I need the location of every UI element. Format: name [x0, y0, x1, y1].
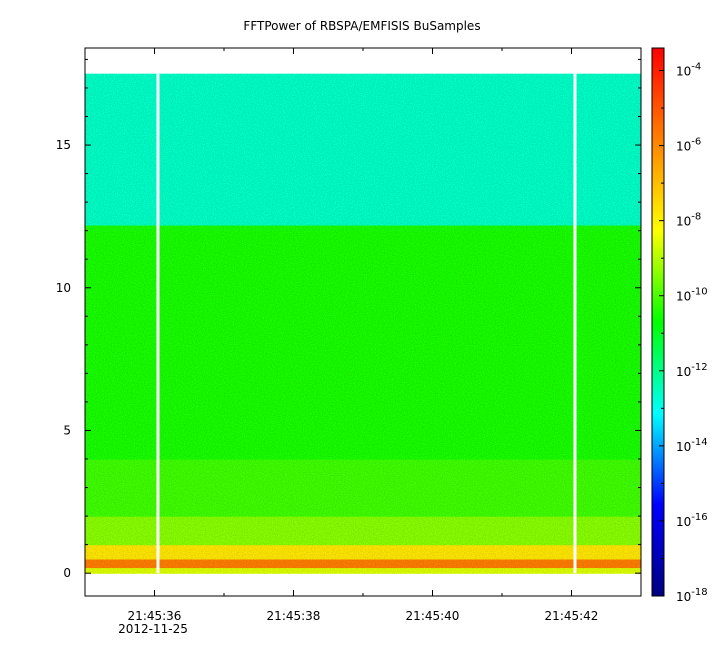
spectrogram-band-6: [85, 73, 641, 226]
data-gap-0: [156, 73, 160, 574]
x-date-label: 2012-11-25: [118, 622, 188, 636]
y-tick-label: 15: [56, 138, 71, 152]
spectrogram-band-1: [85, 558, 641, 569]
colorbar-tick-label: 10-8: [676, 212, 701, 229]
spectrogram-plot-area: [85, 73, 641, 574]
spectrogram-band-2: [85, 544, 641, 560]
colorbar-tick-label: 10-4: [676, 62, 701, 79]
x-tick-label: 21:45:42: [545, 609, 599, 623]
colorbar-tick-label: 10-10: [676, 287, 708, 304]
x-tick-label: 21:45:38: [267, 609, 321, 623]
colorbar-tick-label: 10-16: [676, 512, 708, 529]
colorbar: 10-4 10-6 10-8 10-10 10-12 10-14 10-16 10-18: [651, 47, 708, 604]
x-tick-label: 21:45:40: [406, 609, 460, 623]
spectrogram-band-5: [85, 224, 641, 460]
x-tick-label: 21:45:36: [128, 609, 182, 623]
y-tick-label: 5: [63, 423, 71, 437]
x-axis: 21:45:36 21:45:38 21:45:40 21:45:42: [84, 48, 642, 623]
chart-title: FFTPower of RBSPA/EMFISIS BuSamples: [243, 19, 480, 33]
colorbar-tick-label: 10-6: [676, 137, 701, 154]
spectrogram-band-4: [85, 459, 641, 517]
spectrogram-band-3: [85, 516, 641, 546]
data-gap-1: [573, 73, 577, 574]
spectrogram-bands: [85, 73, 641, 574]
spectrogram-band-0: [85, 567, 641, 574]
y-tick-label: 0: [63, 566, 71, 580]
colorbar-tick-label: 10-14: [676, 437, 708, 454]
colorbar-tick-label: 10-18: [676, 587, 708, 604]
colorbar-tick-label: 10-12: [676, 362, 708, 379]
y-axis: 0 5 10 15: [56, 58, 641, 580]
y-tick-label: 10: [56, 281, 71, 295]
colorbar-gradient: [651, 47, 665, 597]
